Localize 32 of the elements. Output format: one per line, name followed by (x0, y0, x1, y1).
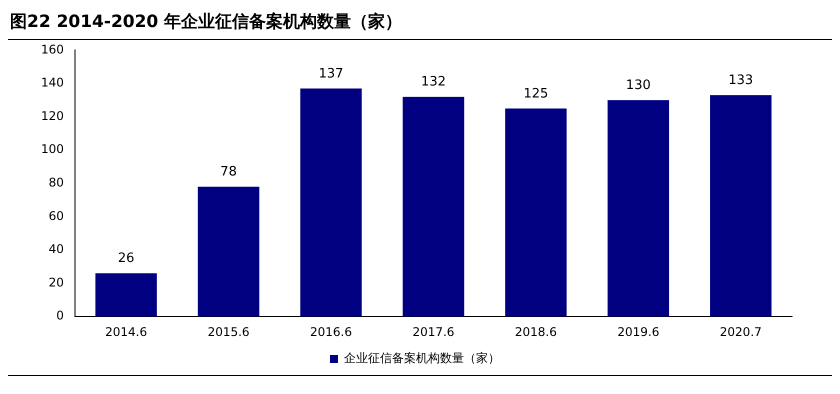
x-tick-label: 2018.6 (514, 324, 557, 339)
x-tick-label: 2015.6 (208, 324, 250, 339)
y-tick-label: 140 (41, 76, 64, 90)
bar (95, 273, 157, 317)
y-tick-label: 40 (48, 242, 64, 256)
bar (608, 100, 670, 317)
chart-title: 图22 2014-2020 年企业征信备案机构数量（家） (9, 11, 404, 34)
y-tick-label: 0 (56, 308, 64, 323)
data-label: 132 (421, 74, 446, 90)
bar (300, 88, 362, 317)
y-tick-label: 80 (48, 176, 64, 190)
data-label: 137 (318, 66, 344, 82)
y-tick-label: 20 (48, 275, 64, 290)
data-label: 26 (118, 251, 134, 266)
data-label: 78 (220, 164, 237, 180)
x-tick-label: 2014.6 (105, 324, 148, 339)
x-tick-label: 2020.7 (720, 324, 762, 339)
x-tick-label: 2017.6 (412, 324, 454, 339)
y-tick-label: 100 (41, 142, 64, 156)
data-label: 133 (728, 73, 754, 88)
y-tick-label: 160 (41, 42, 64, 56)
data-label: 125 (523, 86, 548, 102)
bar (505, 108, 567, 317)
y-tick-label: 60 (48, 208, 64, 223)
x-tick-label: 2019.6 (617, 324, 660, 339)
legend-label: 企业征信备案机构数量（家） (344, 351, 500, 366)
x-tick-label: 2016.6 (310, 324, 352, 339)
bar (402, 96, 464, 317)
bar (710, 95, 772, 317)
data-label: 130 (626, 78, 651, 94)
y-tick-label: 120 (41, 108, 64, 123)
bar (198, 186, 260, 317)
